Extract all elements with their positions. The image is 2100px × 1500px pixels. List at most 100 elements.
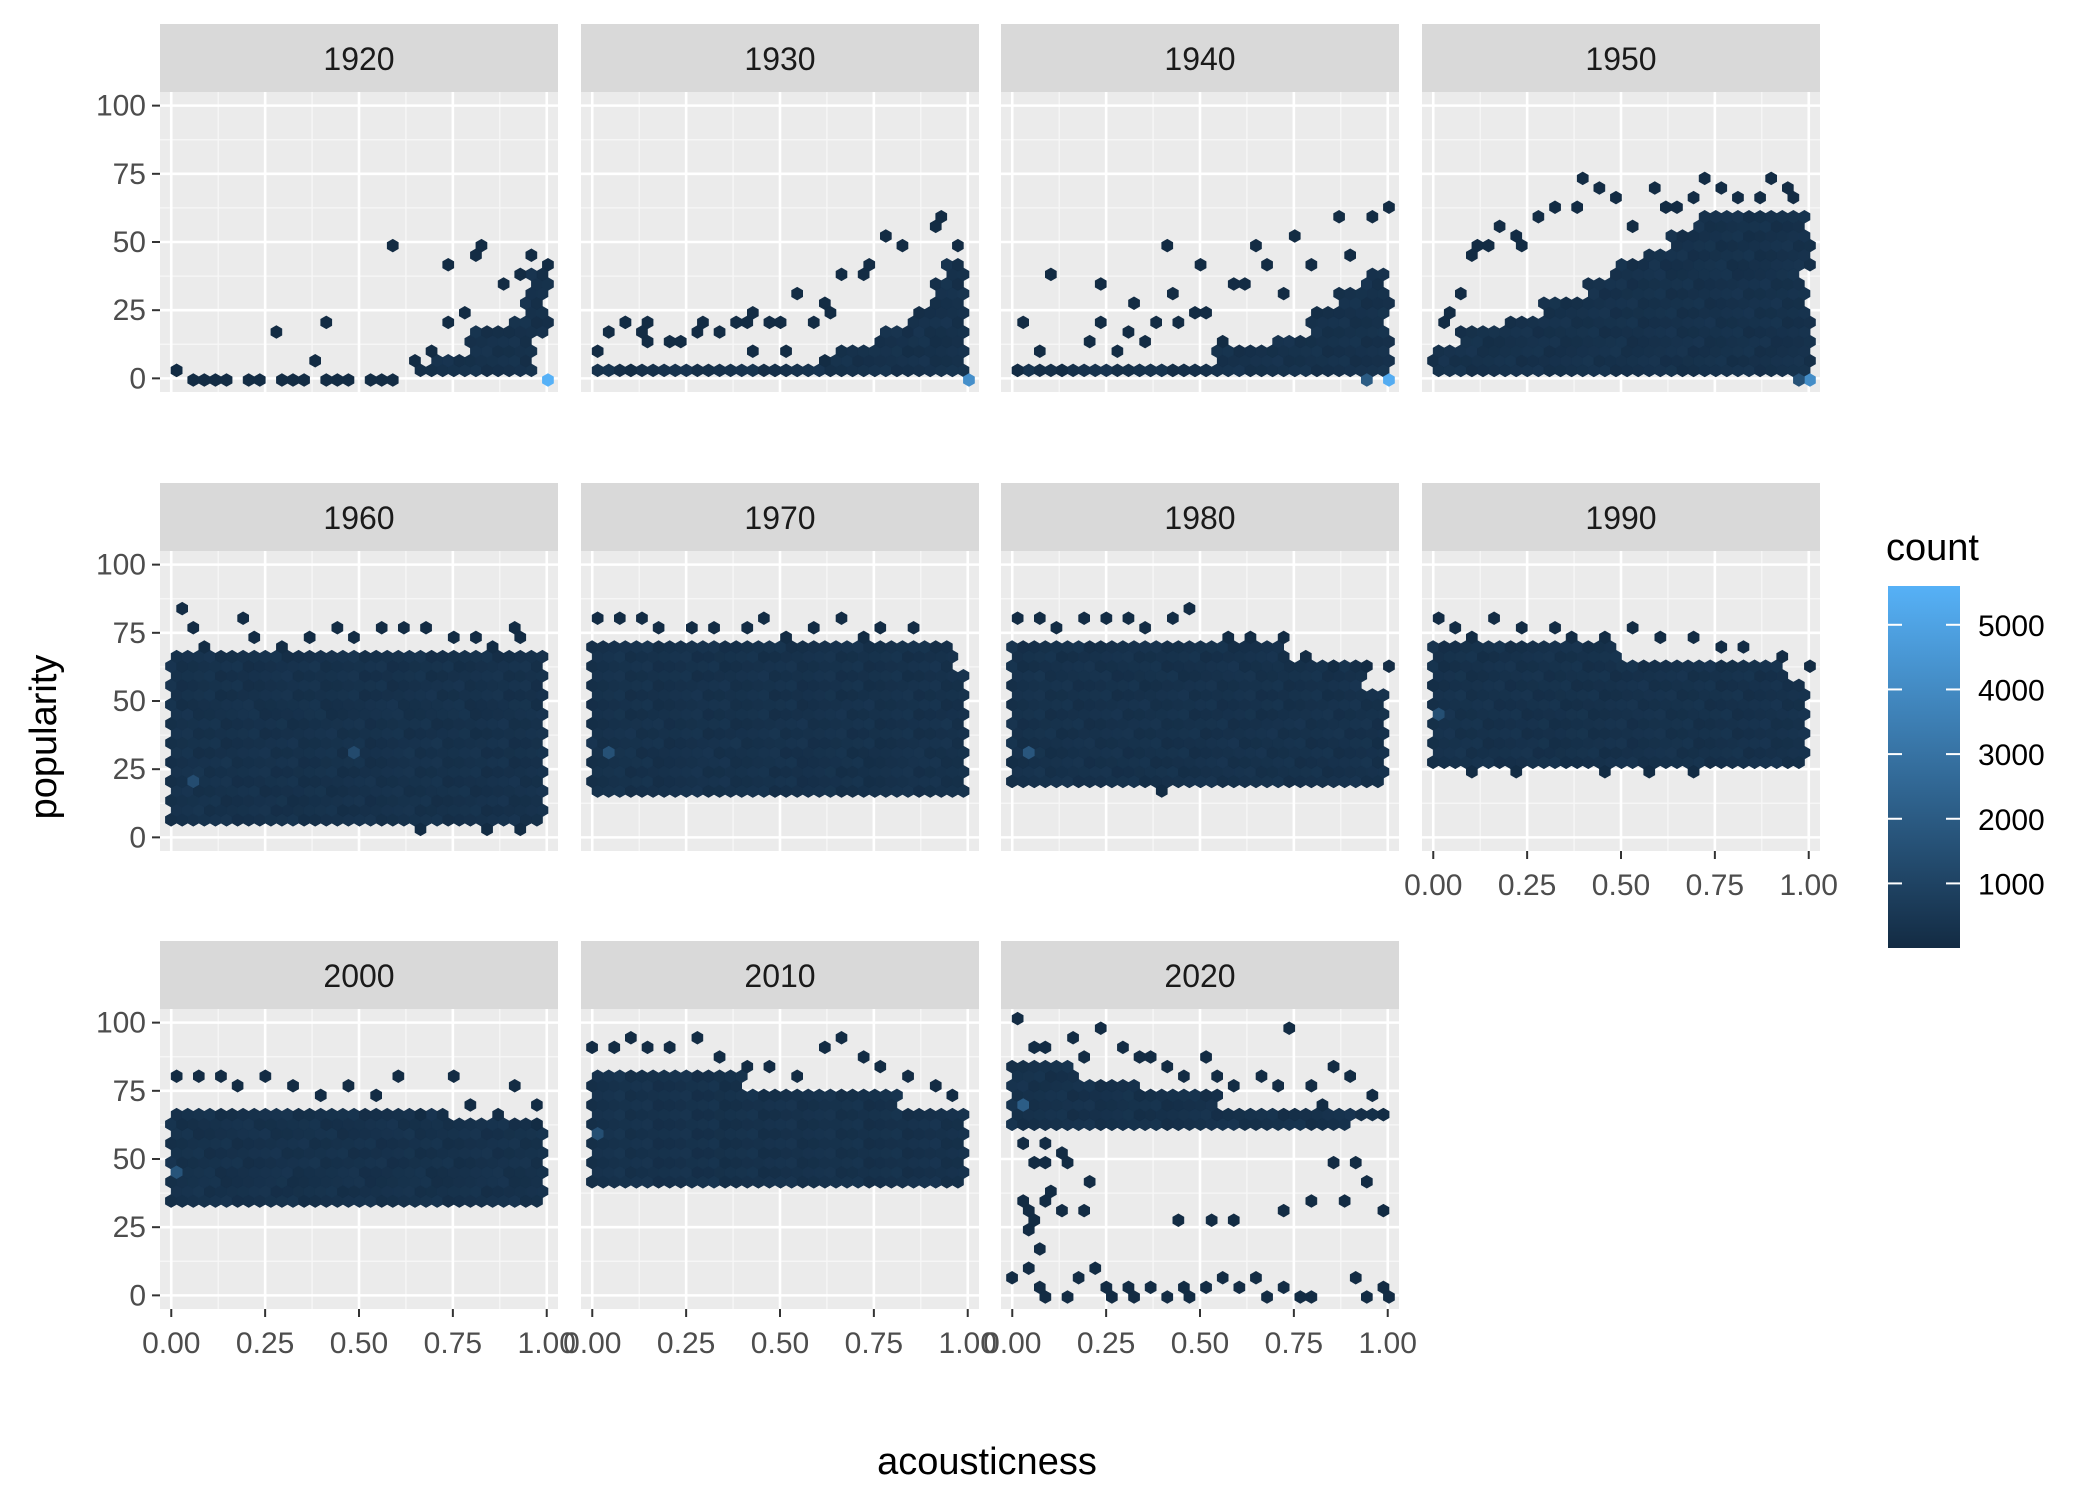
hex-cell xyxy=(791,1088,804,1103)
hex-cell xyxy=(1532,210,1545,224)
hex-cell xyxy=(758,611,770,625)
hex-cell xyxy=(1078,1203,1090,1218)
hex-cell xyxy=(1227,1079,1240,1093)
hex-cell xyxy=(741,640,754,654)
hex-cell xyxy=(802,1088,815,1103)
hex-cell xyxy=(193,1107,205,1122)
hex-cell xyxy=(780,1088,792,1103)
hex-cell xyxy=(1227,277,1240,291)
hex-cell xyxy=(1571,200,1583,214)
hex-cell xyxy=(314,1088,327,1103)
hex-cell xyxy=(1599,630,1611,645)
hex-cell xyxy=(475,1117,488,1131)
hex-cell xyxy=(1277,630,1290,645)
x-tick-label: 0.75 xyxy=(424,1327,482,1360)
hex-cell xyxy=(1366,688,1379,702)
hex-cell xyxy=(531,1117,543,1131)
hex-cell xyxy=(1333,1107,1345,1122)
hex-cell xyxy=(896,238,909,253)
hex-cell xyxy=(835,1088,848,1103)
hex-cell xyxy=(1117,640,1129,654)
hex-cell xyxy=(641,1040,654,1055)
hex-cell xyxy=(963,373,975,387)
hex-cell xyxy=(1383,200,1395,214)
hex-cell xyxy=(1083,1079,1096,1093)
hex-cell xyxy=(1349,1155,1362,1170)
hex-cell xyxy=(436,649,449,664)
hex-cell xyxy=(630,640,643,654)
hex-cell xyxy=(1709,210,1722,224)
hex-cell xyxy=(1676,229,1689,243)
hex-cell xyxy=(1565,630,1578,645)
hex-cell xyxy=(1233,1280,1246,1295)
hex-cell xyxy=(314,649,327,664)
hex-cell xyxy=(652,621,665,635)
hex-cell xyxy=(1294,1290,1307,1304)
hexbin-cells xyxy=(586,611,970,798)
hex-cell xyxy=(818,354,831,368)
hex-cell xyxy=(1538,296,1550,310)
hex-cell xyxy=(325,1107,338,1122)
hex-cell xyxy=(1383,659,1395,673)
hex-cell xyxy=(1100,611,1113,625)
hex-cell xyxy=(586,1040,598,1055)
legend-tick-label: 4000 xyxy=(1978,674,2045,707)
hex-cell xyxy=(713,1069,726,1083)
hex-cell xyxy=(1698,171,1711,186)
hex-cell xyxy=(1732,210,1744,224)
hex-cell xyxy=(774,315,787,330)
x-tick-label: 0.75 xyxy=(1265,1327,1323,1360)
hex-cell xyxy=(204,1107,216,1122)
hex-cell xyxy=(370,1107,383,1122)
hex-cell xyxy=(331,373,344,387)
facet-strip-label: 1920 xyxy=(323,41,394,77)
hex-cell xyxy=(1006,640,1018,654)
facet-strip-label: 1940 xyxy=(1164,41,1235,77)
hex-cell xyxy=(713,363,726,378)
hex-cell xyxy=(1361,659,1373,673)
hex-cell xyxy=(1327,659,1340,673)
hex-cell xyxy=(1743,210,1755,224)
hex-cell xyxy=(846,344,859,358)
hex-cell xyxy=(1161,640,1174,654)
hex-cell xyxy=(525,267,538,282)
hex-cell xyxy=(1272,334,1284,349)
y-tick-label: 25 xyxy=(113,753,146,786)
hex-cell xyxy=(1261,258,1273,272)
hex-cell xyxy=(1045,1184,1057,1199)
hex-cell xyxy=(1039,1136,1052,1151)
hexbin-cells xyxy=(591,210,975,387)
hex-cell xyxy=(1261,640,1273,654)
x-tick-label: 0.50 xyxy=(751,1327,809,1360)
hex-cell xyxy=(1748,659,1761,673)
hex-cell xyxy=(458,649,471,664)
hex-cell xyxy=(1361,1175,1373,1189)
hex-cell xyxy=(248,1107,261,1122)
hex-cell xyxy=(1715,659,1728,673)
hex-cell xyxy=(624,363,637,378)
hex-cell xyxy=(713,325,726,339)
y-tick-label: 75 xyxy=(113,1075,146,1108)
hexbin-cells xyxy=(1427,171,1816,387)
hex-cell xyxy=(1355,1107,1368,1122)
hex-cell xyxy=(370,649,383,664)
hex-cell xyxy=(641,315,654,330)
hex-cell xyxy=(663,334,676,349)
hex-cell xyxy=(1305,1079,1318,1093)
hex-cell xyxy=(763,315,776,330)
hex-cell xyxy=(835,344,848,358)
hex-cell xyxy=(1094,1079,1107,1093)
hex-cell xyxy=(458,306,471,320)
hex-cell xyxy=(1128,296,1140,310)
hex-cell xyxy=(1128,1290,1140,1304)
hex-cell xyxy=(1255,1069,1268,1083)
hex-cell xyxy=(392,649,405,664)
hex-cell xyxy=(685,621,698,635)
hex-cell xyxy=(802,363,815,378)
hex-cell xyxy=(303,649,316,664)
hex-cell xyxy=(1361,1290,1373,1304)
hex-cell xyxy=(641,640,654,654)
hex-cell xyxy=(1754,210,1766,224)
hex-cell xyxy=(464,1117,477,1131)
hex-cell xyxy=(348,630,360,645)
